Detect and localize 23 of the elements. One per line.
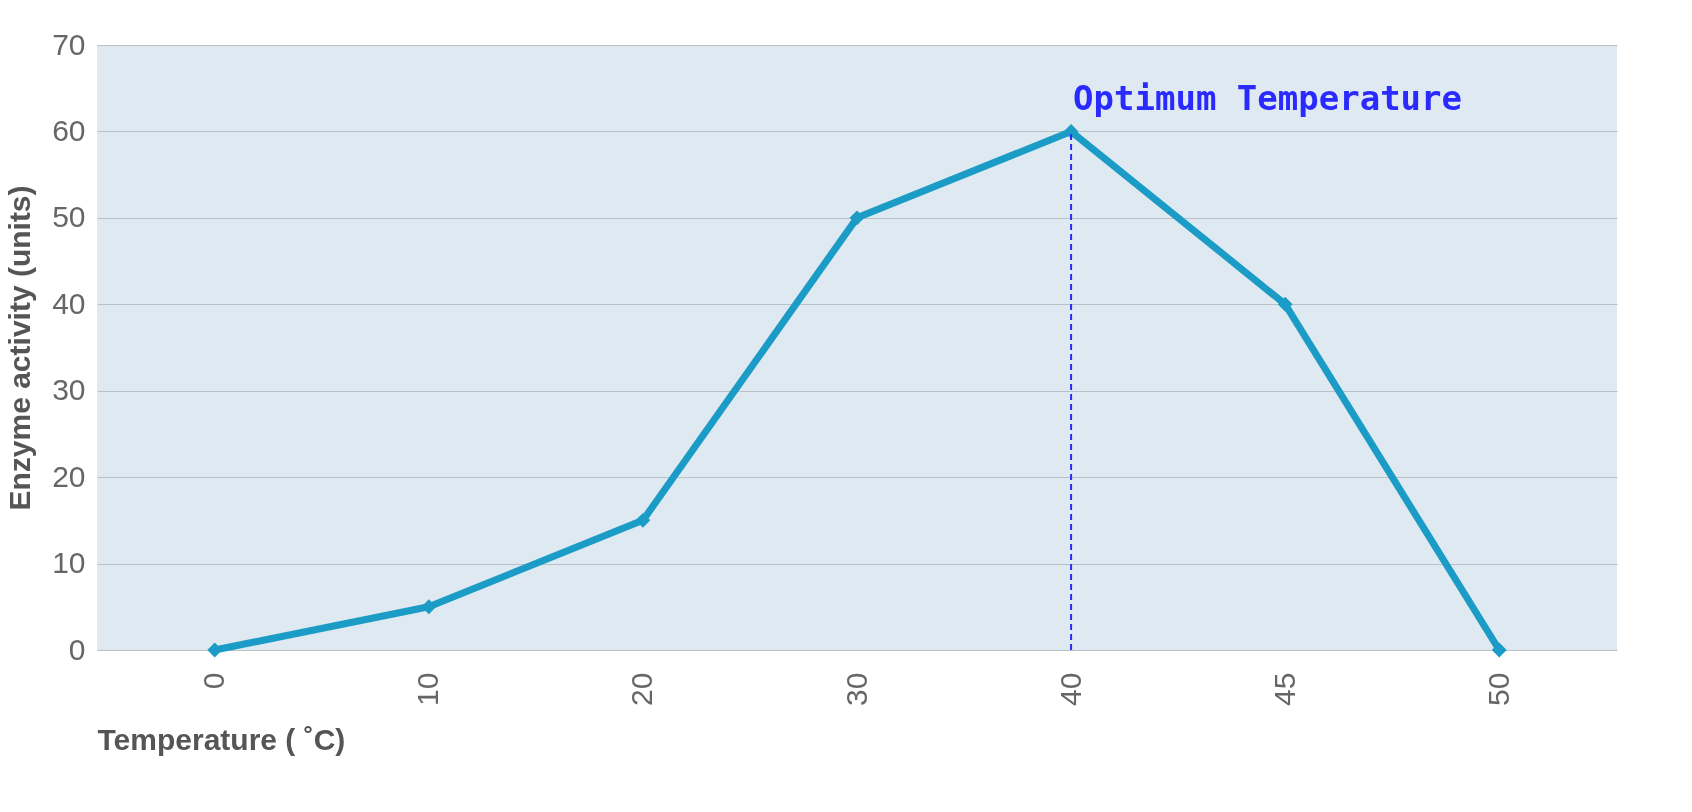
y-tick-label: 20	[52, 459, 86, 493]
y-tick-label: 0	[68, 632, 86, 666]
y-tick-label: 60	[52, 113, 86, 147]
y-tick-label: 30	[52, 373, 86, 407]
x-tick-label: 45	[1267, 672, 1301, 706]
y-tick-label: 40	[52, 286, 86, 320]
point	[635, 512, 651, 528]
point	[849, 210, 865, 226]
x-tick-label: 0	[197, 672, 231, 690]
y-tick-label: 70	[52, 27, 86, 61]
point	[1491, 642, 1507, 658]
y-axis-title: Enzyme activity (units)	[3, 185, 37, 511]
x-tick-label: 40	[1053, 672, 1087, 706]
x-tick-label: 30	[839, 672, 873, 706]
annotation: Optimum Temperature	[1073, 78, 1463, 119]
x-axis-title: Temperature ( ˚C)	[97, 722, 346, 756]
x-tick-label: 20	[625, 672, 659, 706]
point	[1277, 296, 1293, 312]
point	[421, 599, 437, 615]
x-tick-label: 50	[1481, 672, 1515, 706]
x-tick-label: 10	[411, 672, 445, 706]
y-tick-label: 10	[52, 546, 86, 580]
y-tick-label: 50	[52, 200, 86, 234]
